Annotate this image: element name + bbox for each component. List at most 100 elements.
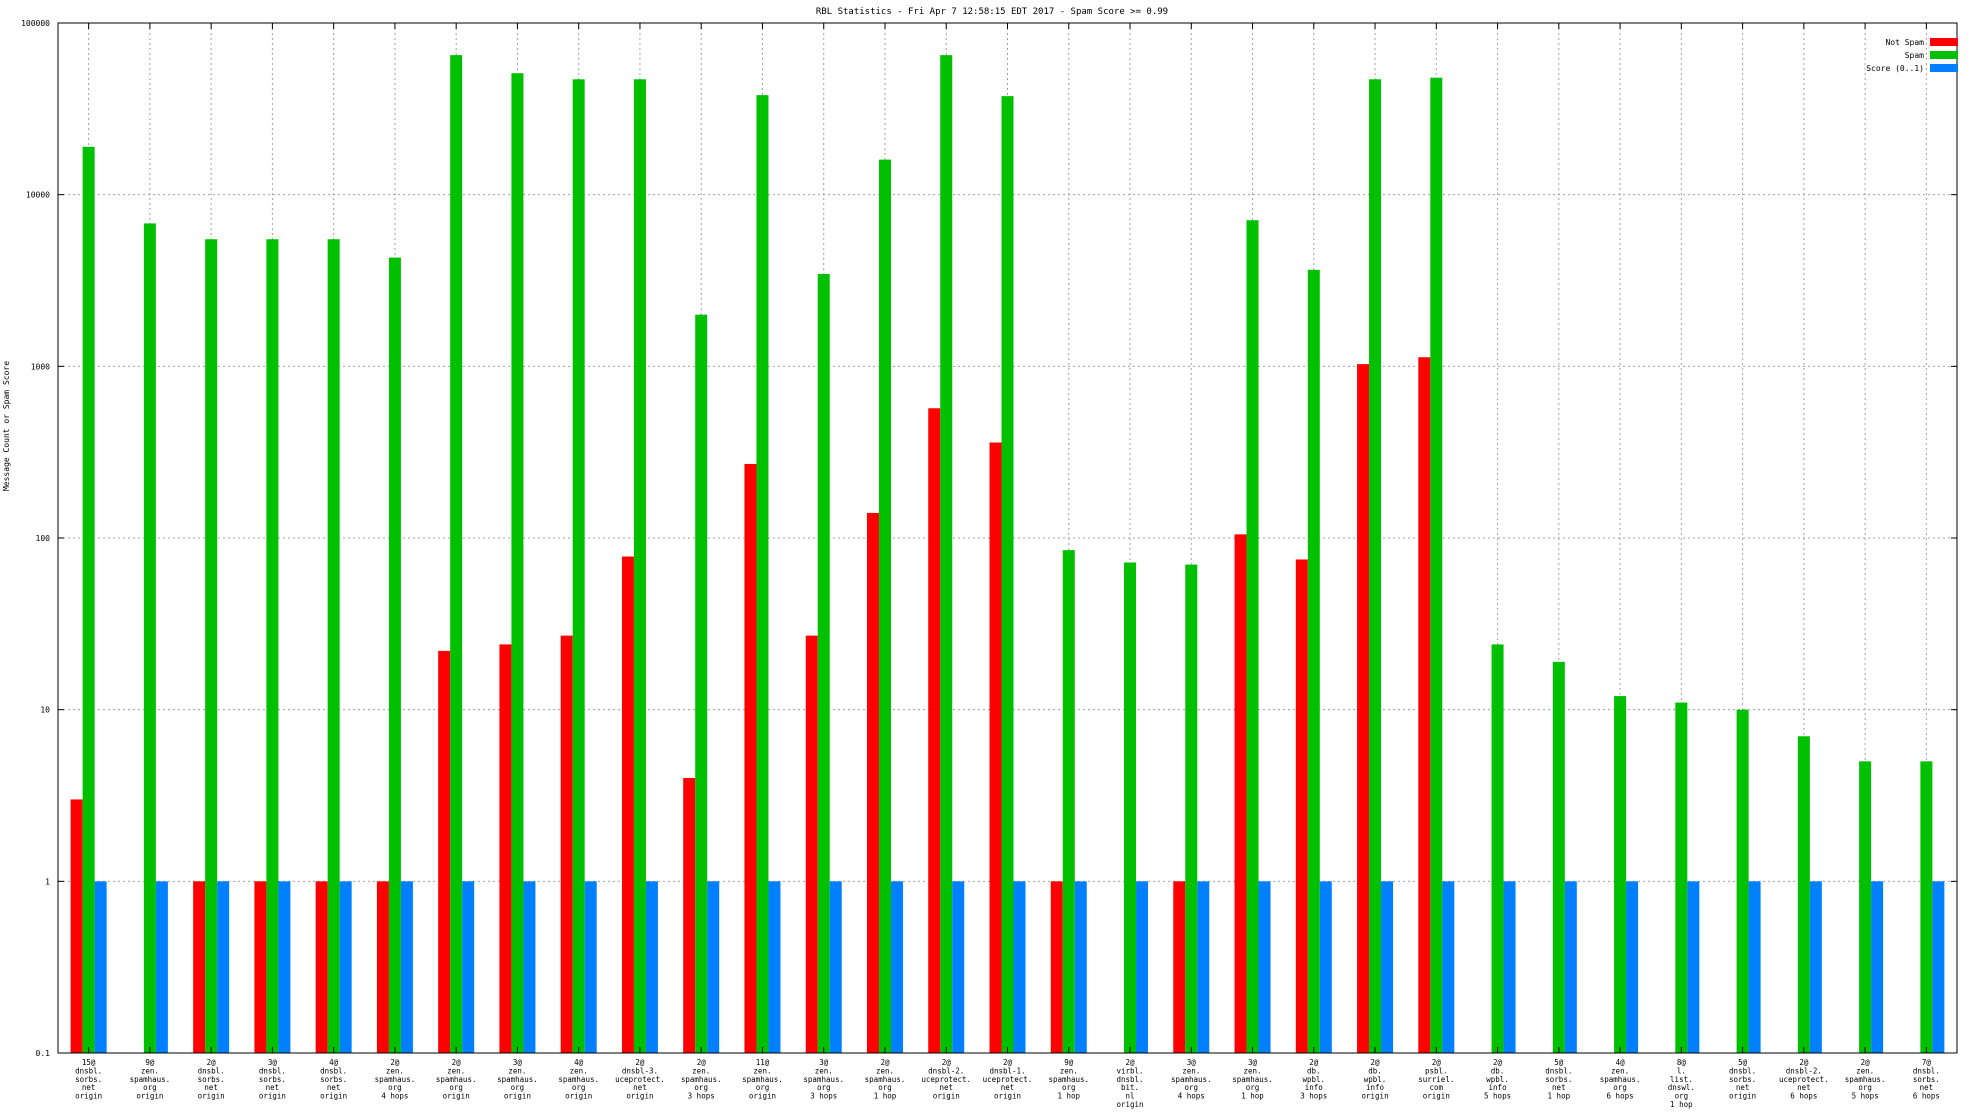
bar-score-0-1 bbox=[94, 881, 107, 1053]
bar-not-spam bbox=[254, 881, 267, 1053]
x-category-label-line: net bbox=[82, 1083, 96, 1092]
x-category-label: 2@ zen. spamhaus. org 1 hop bbox=[865, 1058, 906, 1101]
plot-frame bbox=[57, 22, 1958, 1054]
bar-spam bbox=[940, 55, 953, 1054]
bar-spam bbox=[878, 159, 891, 1053]
bars-layer bbox=[70, 55, 1945, 1054]
bar-not-spam bbox=[989, 442, 1002, 1053]
bar-spam bbox=[266, 239, 279, 1053]
bar-score-0-1 bbox=[645, 881, 658, 1053]
x-category-label-line: dnsbl. bbox=[1729, 1066, 1756, 1075]
x-category-label-line: 2@ bbox=[1799, 1058, 1809, 1067]
bar-score-0-1 bbox=[829, 881, 842, 1053]
x-category-label-line: dnsbl. bbox=[320, 1066, 347, 1075]
bar-score-0-1 bbox=[1136, 881, 1149, 1053]
x-category-label-line: net bbox=[327, 1083, 341, 1092]
bar-score-0-1 bbox=[1687, 881, 1700, 1053]
bar-score-0-1 bbox=[1871, 881, 1884, 1053]
x-category-label-line: dnsbl. bbox=[1116, 1075, 1143, 1084]
bar-not-spam bbox=[499, 644, 512, 1053]
bar-score-0-1 bbox=[1319, 881, 1332, 1053]
bar-score-0-1 bbox=[400, 881, 413, 1053]
x-category-label-line: origin bbox=[75, 1092, 102, 1101]
bar-spam bbox=[1614, 696, 1627, 1053]
x-category-label-line: origin bbox=[933, 1092, 960, 1101]
x-category-label-line: db. bbox=[1491, 1066, 1505, 1075]
x-category-label-line: dnsbl. bbox=[198, 1066, 225, 1075]
bar-score-0-1 bbox=[462, 881, 475, 1053]
bar-score-0-1 bbox=[1503, 881, 1516, 1053]
x-category-label: 2@ db. wpbl. info origin bbox=[1362, 1058, 1389, 1101]
bar-spam bbox=[388, 257, 401, 1054]
bar-not-spam bbox=[1418, 357, 1431, 1053]
x-category-label-line: 6 hops bbox=[1913, 1092, 1940, 1101]
bar-score-0-1 bbox=[1013, 881, 1026, 1053]
x-category-label-line: 15@ bbox=[82, 1058, 96, 1067]
x-category-label-line: spamhaus. bbox=[742, 1075, 783, 1084]
x-category-label-line: origin bbox=[198, 1092, 225, 1101]
x-category-label-line: 2@ bbox=[207, 1058, 217, 1067]
y-tick-label: 10000 bbox=[26, 191, 50, 200]
bar-score-0-1 bbox=[155, 881, 168, 1053]
x-category-label-line: 3@ bbox=[819, 1058, 829, 1067]
bar-not-spam bbox=[70, 799, 83, 1053]
x-category-label-line: 5@ bbox=[1738, 1058, 1748, 1067]
x-category-label-line: 2@ bbox=[1309, 1058, 1319, 1067]
x-category-label-line: org bbox=[878, 1083, 892, 1092]
bar-spam bbox=[1552, 661, 1565, 1053]
bar-not-spam bbox=[805, 635, 818, 1053]
bar-not-spam bbox=[1357, 364, 1370, 1053]
x-category-label-line: 4@ bbox=[574, 1058, 584, 1067]
x-category-label-line: 1 hop bbox=[1057, 1092, 1080, 1101]
bar-not-spam bbox=[438, 650, 451, 1053]
x-category-label-line: sorbs. bbox=[198, 1075, 225, 1084]
x-category-label-line: org bbox=[817, 1083, 831, 1092]
legend-label: Not Spam bbox=[1885, 38, 1924, 47]
x-category-label: 4@ zen. spamhaus. org origin bbox=[558, 1058, 599, 1101]
x-category-label-line: list. bbox=[1670, 1075, 1693, 1084]
legend-label: Spam bbox=[1905, 51, 1924, 60]
x-category-label-line: spamhaus. bbox=[681, 1075, 722, 1084]
bar-spam bbox=[82, 146, 95, 1053]
x-category-label-line: 2@ bbox=[390, 1058, 400, 1067]
x-category-label-line: org bbox=[511, 1083, 525, 1092]
x-category-label-line: zen. bbox=[692, 1066, 710, 1075]
x-category-label-line: dnsbl-2. bbox=[928, 1066, 964, 1075]
x-category-label-line: 3 hops bbox=[1300, 1092, 1327, 1101]
bar-score-0-1 bbox=[952, 881, 965, 1053]
x-category-label-line: org bbox=[694, 1083, 708, 1092]
x-category-label: 2@ dnsbl. sorbs. net origin bbox=[198, 1058, 225, 1101]
x-category-label: 3@ zen. spamhaus. org 3 hops bbox=[803, 1058, 844, 1101]
x-category-label-line: zen. bbox=[386, 1066, 404, 1075]
x-category-label-line: net bbox=[1552, 1083, 1566, 1092]
x-category-label: 5@ dnsbl. sorbs. net 1 hop bbox=[1545, 1058, 1572, 1101]
x-category-label-line: nl bbox=[1126, 1092, 1135, 1101]
legend: Not Spam Spam Score (0..1) bbox=[1866, 38, 1958, 73]
x-category-label-line: com bbox=[1430, 1083, 1444, 1092]
bar-score-0-1 bbox=[1258, 881, 1271, 1053]
x-category-label-line: dnsbl-3. bbox=[622, 1066, 658, 1075]
x-category-label-line: org bbox=[1675, 1092, 1689, 1101]
x-category-label-line: db. bbox=[1307, 1066, 1321, 1075]
bar-score-0-1 bbox=[1564, 881, 1577, 1053]
x-category-label-line: 2@ bbox=[1126, 1058, 1136, 1067]
x-category-label-line: 2@ bbox=[452, 1058, 462, 1067]
x-category-label-line: net bbox=[1797, 1083, 1811, 1092]
x-category-label-line: zen. bbox=[1244, 1066, 1262, 1075]
x-category-label-line: origin bbox=[259, 1092, 286, 1101]
x-category-label-line: sorbs. bbox=[1729, 1075, 1756, 1084]
x-category-label-line: spamhaus. bbox=[1171, 1075, 1212, 1084]
x-category-label-line: zen. bbox=[1856, 1066, 1874, 1075]
x-category-label-line: wpbl. bbox=[1303, 1075, 1326, 1084]
x-category-label: 4@ dnsbl. sorbs. net origin bbox=[320, 1058, 347, 1101]
bar-spam bbox=[1185, 564, 1198, 1053]
bar-not-spam bbox=[683, 777, 696, 1053]
x-category-label-line: spamhaus. bbox=[130, 1075, 171, 1084]
y-tick-label: 100 bbox=[36, 534, 51, 543]
x-category-label-line: zen. bbox=[815, 1066, 833, 1075]
x-category-label-line: origin bbox=[1116, 1100, 1143, 1109]
x-category-label-line: 2@ bbox=[635, 1058, 645, 1067]
bar-spam bbox=[450, 55, 463, 1054]
x-category-label-line: zen. bbox=[1060, 1066, 1078, 1075]
